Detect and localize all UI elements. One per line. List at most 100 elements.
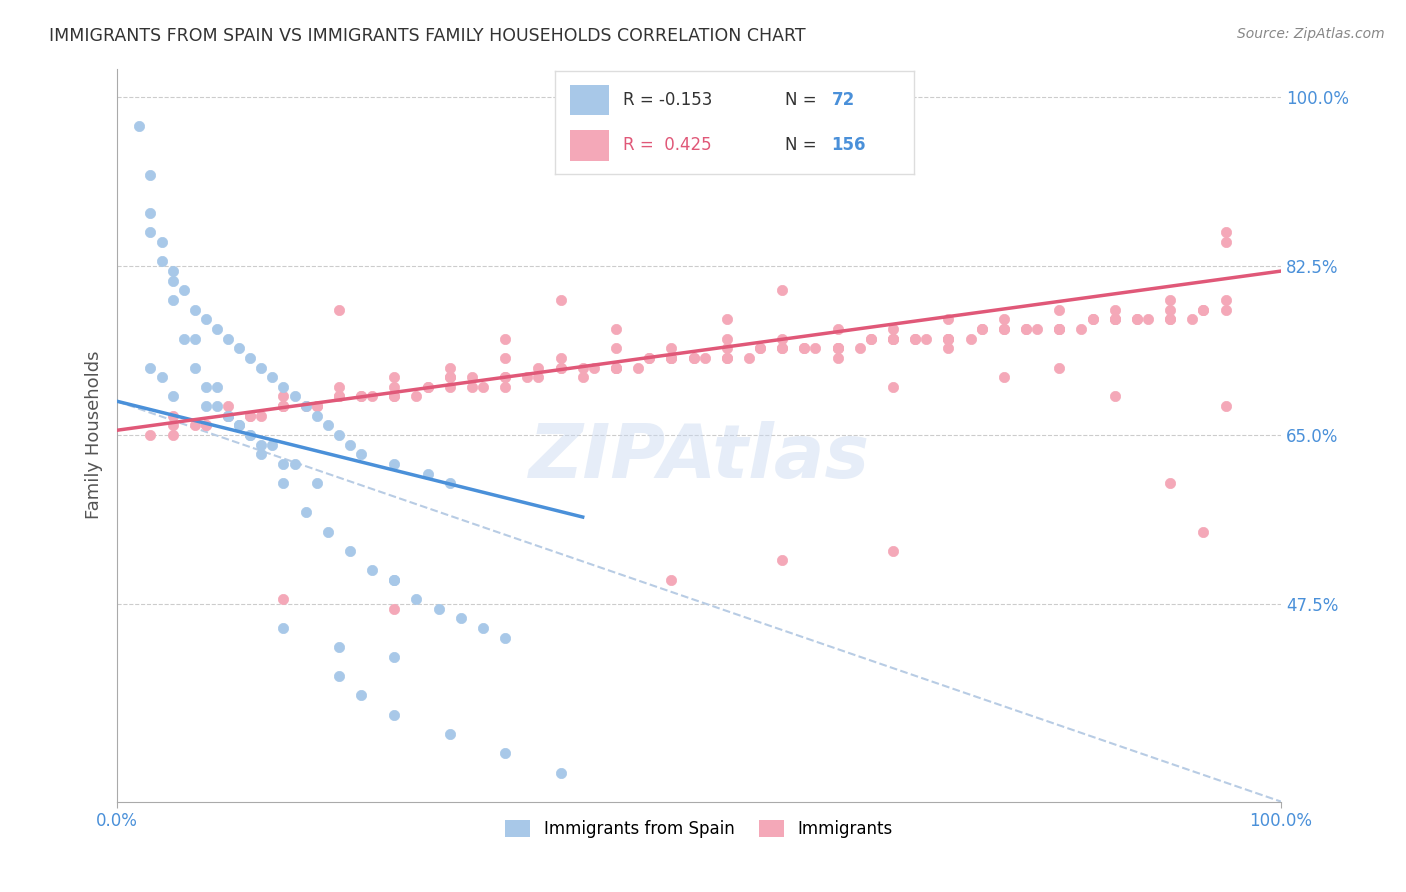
Point xyxy=(382,649,405,664)
Bar xyxy=(569,85,609,115)
Point xyxy=(993,370,1015,384)
Point xyxy=(361,563,384,577)
Point xyxy=(1159,302,1181,317)
Point xyxy=(494,370,516,384)
Text: 72: 72 xyxy=(831,91,855,109)
Point xyxy=(938,332,960,346)
Point xyxy=(194,418,217,433)
Point xyxy=(173,332,195,346)
Point xyxy=(938,332,960,346)
Point xyxy=(605,360,627,375)
Point xyxy=(1047,360,1070,375)
Point xyxy=(162,418,184,433)
Point xyxy=(494,380,516,394)
Point xyxy=(527,360,550,375)
Point xyxy=(305,399,328,413)
Point xyxy=(461,380,484,394)
Point xyxy=(1104,389,1126,403)
Point xyxy=(1192,524,1215,539)
Point xyxy=(605,341,627,355)
Point xyxy=(173,284,195,298)
Point xyxy=(217,409,239,423)
Point xyxy=(827,322,849,336)
Point xyxy=(405,592,427,607)
Point xyxy=(1126,312,1149,326)
Point xyxy=(382,601,405,615)
Text: 156: 156 xyxy=(831,136,866,154)
Point xyxy=(239,428,262,442)
Point xyxy=(205,399,228,413)
Point xyxy=(749,341,772,355)
Point xyxy=(716,332,738,346)
Point xyxy=(328,428,350,442)
Point xyxy=(273,621,295,635)
Point xyxy=(661,341,683,355)
Point xyxy=(262,438,284,452)
Point xyxy=(1015,322,1038,336)
Text: ZIPAtlas: ZIPAtlas xyxy=(529,420,870,493)
Point xyxy=(770,284,793,298)
Point xyxy=(273,399,295,413)
Point xyxy=(1104,312,1126,326)
Point xyxy=(471,621,494,635)
Point xyxy=(294,505,316,519)
Point xyxy=(571,370,593,384)
Point xyxy=(1081,312,1104,326)
Point xyxy=(827,341,849,355)
Point xyxy=(439,370,461,384)
Point xyxy=(382,573,405,587)
Point xyxy=(1026,322,1049,336)
Point xyxy=(416,467,439,481)
Point xyxy=(1104,312,1126,326)
Point xyxy=(262,370,284,384)
Point xyxy=(305,399,328,413)
Point xyxy=(273,389,295,403)
Point xyxy=(882,322,904,336)
Point xyxy=(273,380,295,394)
Point xyxy=(993,312,1015,326)
Point xyxy=(682,351,704,365)
Point xyxy=(770,553,793,567)
Point xyxy=(638,351,661,365)
Point xyxy=(1215,302,1237,317)
Point xyxy=(139,206,162,220)
Text: Source: ZipAtlas.com: Source: ZipAtlas.com xyxy=(1237,27,1385,41)
Point xyxy=(550,360,572,375)
Point xyxy=(1104,302,1126,317)
Point xyxy=(959,332,981,346)
Point xyxy=(882,543,904,558)
Point xyxy=(904,332,927,346)
Point xyxy=(1159,312,1181,326)
Point xyxy=(1215,399,1237,413)
Point xyxy=(450,611,472,625)
Point xyxy=(162,389,184,403)
Point xyxy=(859,332,882,346)
Point xyxy=(582,360,605,375)
Point xyxy=(439,727,461,741)
Point xyxy=(339,438,361,452)
Point xyxy=(1159,312,1181,326)
Point xyxy=(571,360,593,375)
Point xyxy=(882,332,904,346)
Point xyxy=(461,370,484,384)
Point xyxy=(1126,312,1149,326)
Point xyxy=(328,380,350,394)
Point xyxy=(273,399,295,413)
Point xyxy=(128,120,150,134)
Point xyxy=(228,418,250,433)
Point xyxy=(328,302,350,317)
Point xyxy=(283,389,305,403)
Point xyxy=(239,428,262,442)
Point xyxy=(228,341,250,355)
Point xyxy=(361,389,384,403)
Point xyxy=(749,341,772,355)
Point xyxy=(494,370,516,384)
Point xyxy=(661,351,683,365)
Point xyxy=(228,418,250,433)
Point xyxy=(350,447,373,461)
Point xyxy=(416,380,439,394)
Point xyxy=(661,351,683,365)
Point xyxy=(139,226,162,240)
Point xyxy=(1047,302,1070,317)
Point xyxy=(150,370,173,384)
